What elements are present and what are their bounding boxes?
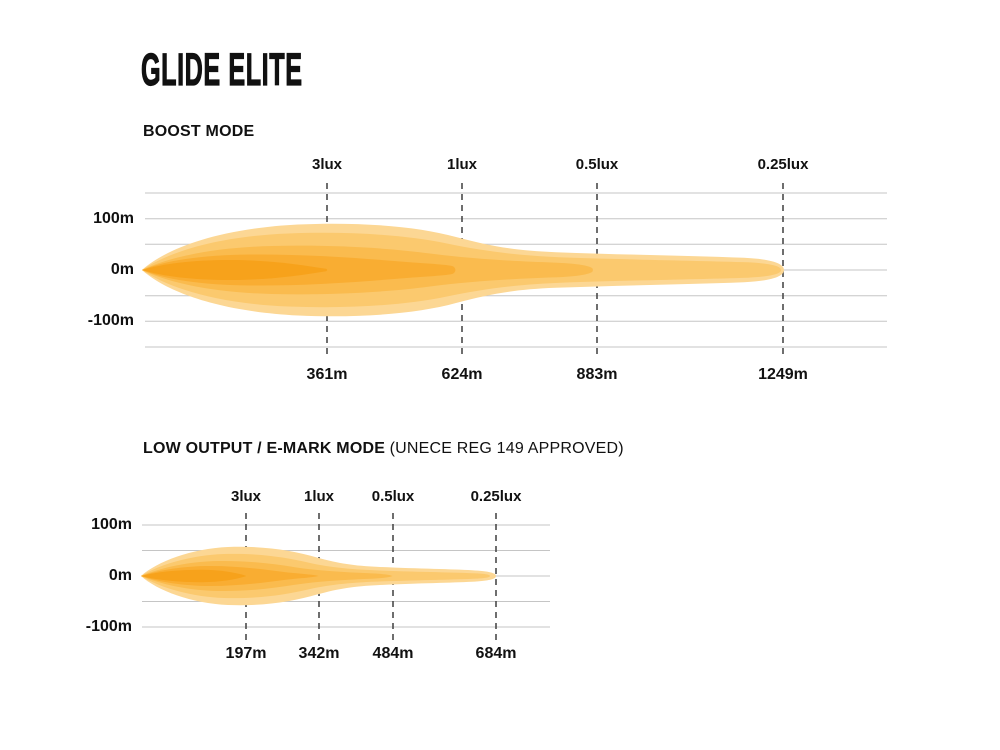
lux-threshold-label: 1lux [303, 488, 335, 505]
chart-title-low-output-bold: LOW OUTPUT / E-MARK MODE [143, 440, 386, 457]
chart-title-low-output: LOW OUTPUT / E-MARK MODE (UNECE REG 149 … [143, 440, 624, 458]
beam-low [141, 546, 496, 606]
distance-label: 624m [441, 366, 483, 383]
chart-title-boost: BOOST MODE [143, 123, 254, 141]
lux-threshold-label: 3lux [230, 488, 262, 505]
y-axis-label-neg100m: -100m [87, 312, 134, 329]
page-title: GLIDE ELITE [141, 44, 303, 95]
lux-threshold-label: 0.5lux [575, 156, 619, 173]
distance-label: 684m [475, 645, 517, 662]
distance-label: 1249m [758, 366, 808, 383]
beam-layer-3lux [141, 569, 246, 583]
chart-title-low-output-note: (UNECE REG 149 APPROVED) [389, 440, 624, 457]
lux-threshold-label: 3lux [311, 156, 343, 173]
chart-title-boost-bold: BOOST MODE [143, 123, 255, 140]
distance-label: 342m [298, 645, 340, 662]
lux-threshold-label: 0.25lux [470, 488, 522, 505]
distance-label: 484m [372, 645, 414, 662]
y-axis-label-100m: 100m [93, 210, 134, 227]
distance-label: 883m [576, 366, 618, 383]
distance-label: 197m [225, 645, 267, 662]
y-axis-label-100m: 100m [91, 516, 132, 533]
beam-boost [142, 223, 784, 317]
beam-layer-3lux [142, 260, 328, 280]
isolux-marker-lines-boost [326, 183, 784, 355]
y-axis-label-0m: 0m [110, 261, 134, 278]
y-axis-label-neg100m: -100m [85, 618, 132, 635]
lux-threshold-label: 0.5lux [371, 488, 415, 505]
lux-threshold-label: 0.25lux [757, 156, 809, 173]
distance-label: 361m [306, 366, 348, 383]
lux-threshold-label: 1lux [446, 156, 478, 173]
y-axis-label-0m: 0m [108, 567, 132, 584]
